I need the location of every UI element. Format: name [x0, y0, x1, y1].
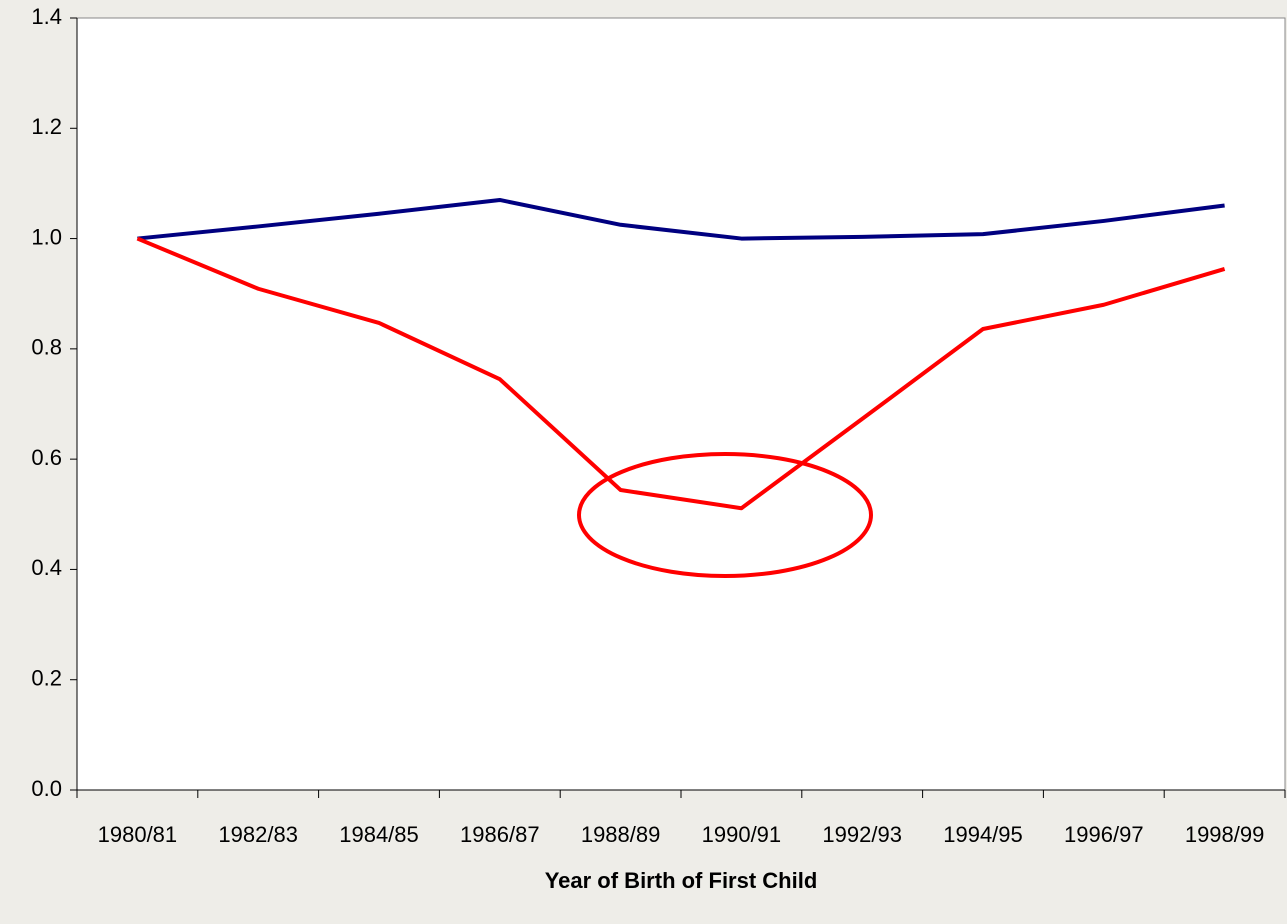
- y-tick-label: 0.6: [31, 445, 62, 470]
- x-tick-label: 1984/85: [339, 822, 419, 847]
- x-tick-label: 1988/89: [581, 822, 661, 847]
- x-axis-label: Year of Birth of First Child: [545, 868, 818, 893]
- x-tick-label: 1986/87: [460, 822, 540, 847]
- x-tick-label: 1998/99: [1185, 822, 1265, 847]
- y-tick-label: 0.4: [31, 555, 62, 580]
- y-tick-label: 0.2: [31, 666, 62, 691]
- y-tick-label: 0.8: [31, 335, 62, 360]
- series-line: [137, 197, 1225, 241]
- y-tick-label: 1.0: [31, 224, 62, 249]
- highlight-ellipse: [577, 452, 873, 578]
- x-tick-label: 1996/97: [1064, 822, 1144, 847]
- x-tick-label: 1980/81: [98, 822, 178, 847]
- plot-area: [76, 17, 1286, 791]
- y-tick-label: 1.4: [31, 4, 62, 29]
- x-tick-label: 1994/95: [943, 822, 1023, 847]
- series-line: [136, 236, 1226, 511]
- x-tick-label: 1992/93: [822, 822, 902, 847]
- y-tick-label: 0.0: [31, 776, 62, 801]
- x-tick-label: 1982/83: [218, 822, 298, 847]
- x-tick-label: 1990/91: [702, 822, 782, 847]
- y-tick-label: 1.2: [31, 114, 62, 139]
